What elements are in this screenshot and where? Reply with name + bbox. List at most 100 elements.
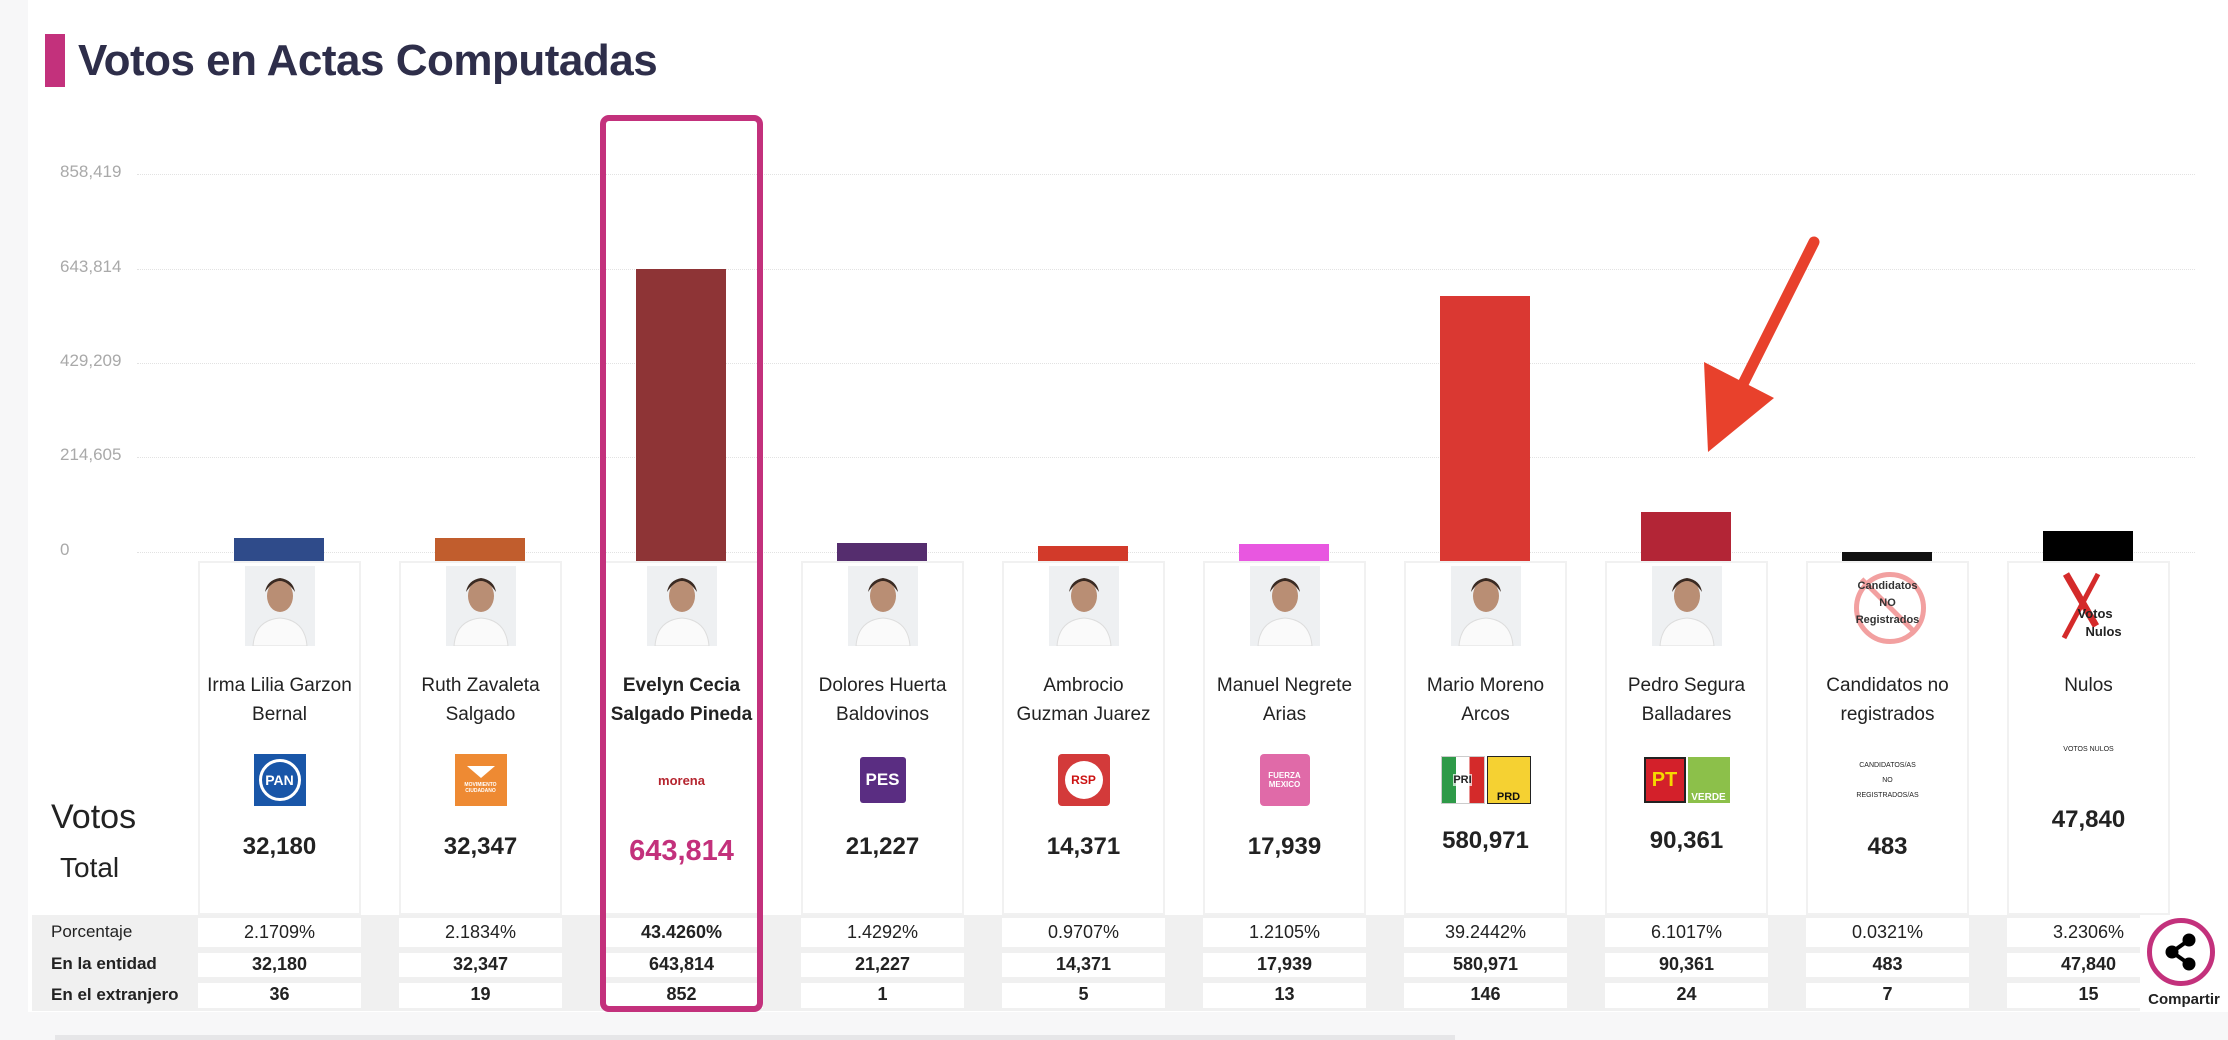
cell-bg [2007, 953, 2170, 977]
cell-bg [1404, 953, 1567, 977]
cell-bg [399, 953, 562, 977]
candidate-name: Pedro Segura Balladares [1607, 671, 1766, 729]
votos-label: Votos [51, 798, 137, 836]
candidate-photo [445, 566, 516, 646]
candidate-name: Manuel Negrete Arias [1205, 671, 1364, 729]
bar-0[interactable] [234, 537, 324, 561]
bar-6[interactable] [1440, 296, 1530, 561]
candidate-name: Nulos [2009, 671, 2168, 700]
candidate-name: Ambrocio Guzman Juarez [1004, 671, 1163, 729]
cell-extranjero: 19 [470, 984, 491, 1004]
vote-total: 21,227 [845, 833, 920, 860]
cell-porcentaje: 0.9707% [1047, 922, 1120, 942]
candidate-photo [1249, 566, 1320, 646]
vote-total: 32,347 [443, 833, 518, 860]
candidate-card[interactable]: Candidatos NO Registrados Candidatos no regi… [1806, 561, 1969, 915]
logo-text: MEXICO [1268, 780, 1301, 789]
party-logo-fxm: FUERZA MEXICO [1259, 754, 1310, 806]
cell-bg [399, 918, 562, 947]
pan-logo-box: PAN [253, 754, 306, 806]
candidate-card[interactable]: Ruth Zavaleta Salgado MOVIMIENTO CIUDADANO… [399, 561, 562, 915]
bar-4[interactable] [1038, 545, 1128, 561]
logo-text: PRI [1453, 774, 1472, 786]
bar-7[interactable] [1641, 512, 1731, 561]
candidate-card[interactable]: Dolores Huerta Baldovinos PES 21,227 [801, 561, 964, 915]
candidate-photo [244, 566, 315, 646]
pan-logo-circle: PAN [258, 759, 301, 801]
cell-entidad: 483 [1872, 954, 1903, 974]
cell-bg [1404, 918, 1567, 947]
vote-total: 483 [1867, 833, 1908, 860]
rsp-logo-circle: RSP [1064, 761, 1103, 799]
cell-entidad: 580,971 [1452, 954, 1519, 974]
cell-extranjero: 24 [1676, 984, 1697, 1004]
cell-bg [600, 953, 763, 977]
candidate-name-line: Arcos [1461, 704, 1510, 725]
cell-entidad: 643,814 [648, 954, 715, 974]
gridline [137, 552, 2195, 553]
bar-1[interactable] [435, 537, 525, 561]
y-tick-label: 858,419 [60, 162, 122, 181]
candidate-photo [1651, 566, 1722, 646]
cell-extranjero: 15 [2078, 984, 2099, 1004]
cell-porcentaje: 2.1709% [243, 922, 316, 942]
share-button[interactable] [2147, 918, 2215, 986]
candidate-card[interactable]: Votos Nulos Nulos VOTOS NULOS 47,840 [2007, 561, 2170, 915]
vote-total: 643,814 [629, 835, 734, 867]
y-tick-label: 214,605 [60, 445, 122, 465]
vote-total: 14,371 [1046, 833, 1121, 860]
cell-entidad: 47,840 [2060, 954, 2117, 974]
cell-porcentaje: 1.2105% [1248, 922, 1321, 942]
party-logo-mc: MOVIMIENTO CIUDADANO [454, 754, 507, 806]
cell-porcentaje: 2.1834% [444, 922, 517, 942]
pes-logo-box: PES [859, 757, 906, 803]
cell-porcentaje: 43.4260% [640, 922, 723, 942]
total-label: Total [60, 852, 120, 883]
candidate-photo: Candidatos NO Registrados [1847, 566, 1928, 646]
mc-logo-box: MOVIMIENTO CIUDADANO [454, 754, 507, 806]
logo-text: VERDE [1691, 792, 1726, 803]
candidate-name-line: Irma Lilia Garzon [207, 675, 352, 696]
bar-2[interactable] [636, 268, 726, 561]
pri-logo: PRI [1440, 756, 1485, 804]
candidate-name-line: Nulos [2064, 675, 2113, 696]
cell-porcentaje: 3.2306% [2052, 922, 2125, 942]
vote-total: 90,361 [1649, 827, 1724, 854]
party-logo-pt-verde: PT VERDE [1643, 754, 1730, 806]
bar-3[interactable] [837, 542, 927, 561]
candidate-name-line: Guzman Juarez [1016, 704, 1151, 725]
bar-9[interactable] [2043, 530, 2133, 561]
cell-bg [1404, 983, 1567, 1008]
title-accent-bar [45, 34, 65, 87]
candidate-card[interactable]: Ambrocio Guzman Juarez RSP 14,371 [1002, 561, 1165, 915]
candidate-photo [1450, 566, 1521, 646]
logo-text: CANDIDATOS/AS [1859, 761, 1916, 769]
candidate-name-line: Arias [1262, 704, 1307, 725]
candidate-card[interactable]: Irma Lilia Garzon Bernal PAN 32,180 [198, 561, 361, 915]
logo-text-box: VOTOS NULOS [2063, 742, 2113, 757]
candidate-card[interactable]: Evelyn Cecia Salgado Pineda morena 643,814 [600, 561, 763, 915]
candidate-photo [847, 566, 918, 646]
cell-bg [198, 953, 361, 977]
candidate-card[interactable]: Pedro Segura Balladares PT VERDE 90,361 [1605, 561, 1768, 915]
vote-total: 32,180 [242, 833, 317, 860]
party-logo-morena: morena [658, 754, 705, 806]
logo-text: MOVIMIENTO CIUDADANO [464, 782, 497, 794]
cell-bg [1203, 953, 1366, 977]
candidate-card[interactable]: Manuel Negrete Arias FUERZA MEXICO 17,939 [1203, 561, 1366, 915]
candidate-name-line: Pedro Segura [1627, 675, 1746, 696]
candidate-card[interactable]: Mario Moreno Arcos PRI PRD 580,971 [1404, 561, 1567, 915]
horizontal-scrollbar[interactable] [55, 1035, 1455, 1040]
logo-text: NO [1882, 776, 1893, 784]
cell-extranjero: 146 [1470, 984, 1501, 1004]
cell-porcentaje: 0.0321% [1851, 922, 1924, 942]
share-label[interactable]: Compartir [2148, 991, 2220, 1008]
bar-5[interactable] [1239, 544, 1329, 561]
cell-bg [1605, 953, 1768, 977]
party-logo-text: VOTOS NULOS [2063, 723, 2113, 775]
candidate-name-line: registrados [1840, 704, 1935, 725]
cell-extranjero: 1 [877, 984, 888, 1004]
bar-8[interactable] [1842, 551, 1932, 561]
candidate-name-line: Dolores Huerta [818, 675, 947, 696]
cell-entidad: 21,227 [854, 954, 911, 974]
